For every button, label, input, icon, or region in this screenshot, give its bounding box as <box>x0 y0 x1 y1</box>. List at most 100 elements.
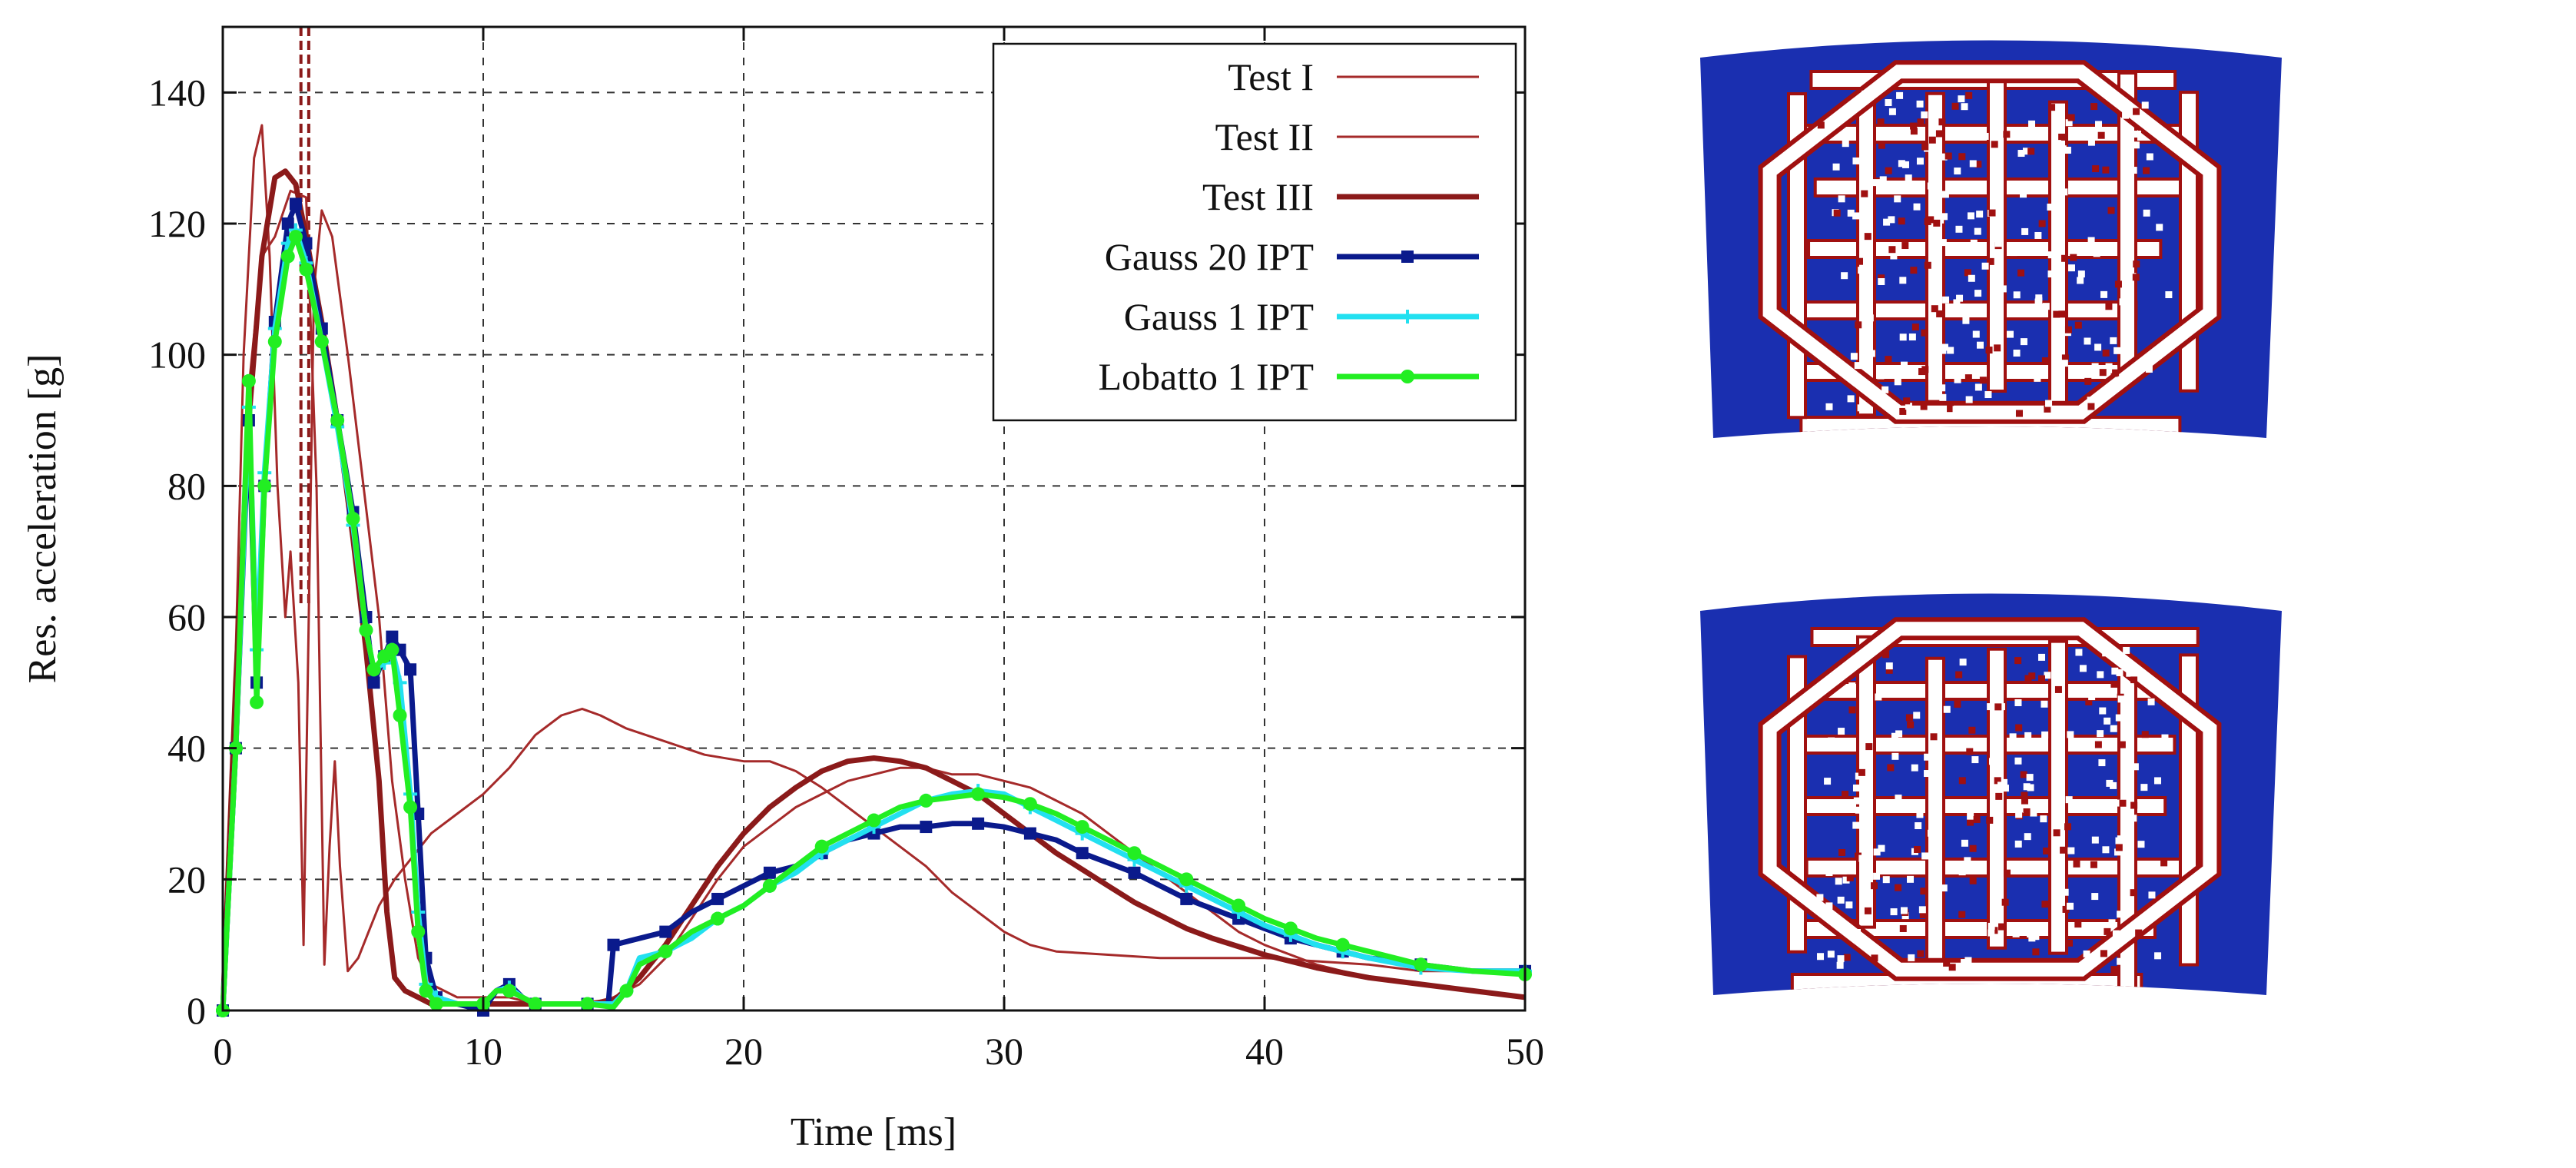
mesh-cell <box>2141 101 2149 109</box>
mesh-cell <box>1952 805 1960 813</box>
mesh-cell <box>1894 378 1901 386</box>
mesh-cell <box>1938 384 1946 392</box>
series-marker <box>411 924 426 939</box>
mesh-cell <box>2027 784 2034 791</box>
x-axis-label: Time [ms] <box>791 1110 956 1154</box>
mesh-cell <box>1938 118 1946 126</box>
legend-box <box>992 42 1517 422</box>
mesh-cell <box>1958 95 1965 103</box>
mesh-cell <box>2058 133 2066 141</box>
mesh-cell <box>2119 298 2127 306</box>
mesh-cell <box>2013 349 2021 357</box>
series-marker <box>403 800 418 815</box>
mesh-cell <box>1854 362 1862 370</box>
mesh-cell <box>1895 884 1902 891</box>
mesh-cell <box>1974 161 1982 168</box>
mesh-cell <box>2054 140 2061 148</box>
mesh-cell <box>1856 257 1864 265</box>
mesh-cell <box>2044 405 2051 413</box>
mesh-cell <box>2020 338 2027 346</box>
mesh-cell <box>1976 211 1984 218</box>
mesh-cell <box>2133 260 2140 268</box>
mesh-cell <box>1885 356 1892 363</box>
mesh-cell <box>1961 959 1968 967</box>
mesh-cell <box>1864 907 1871 914</box>
y-tick-label: 60 <box>167 596 206 639</box>
series-lobatto-1-ipt <box>216 230 1532 1017</box>
mesh-cell <box>2021 791 2028 799</box>
mesh-cell <box>1896 91 1904 99</box>
mesh-cell <box>2160 859 2168 867</box>
mesh-cell <box>2099 369 2107 377</box>
mesh-cell <box>2107 207 2115 214</box>
mesh-cell <box>2034 231 2042 239</box>
mesh-cell <box>2020 771 2027 778</box>
mesh-cell <box>2143 167 2150 174</box>
mesh-cell <box>1997 703 2005 711</box>
series-marker <box>972 817 985 830</box>
mesh-cell <box>1996 916 2004 924</box>
mesh-cell <box>2024 675 2032 682</box>
series-marker <box>711 911 725 926</box>
mesh-bar <box>1928 95 1942 400</box>
mesh-cell <box>1855 321 1862 329</box>
mesh-cell <box>1862 90 1869 98</box>
mesh-cell <box>1845 901 1853 909</box>
mesh-cell <box>1995 792 2003 800</box>
mesh-cell <box>2122 111 2130 119</box>
mesh-cell <box>1964 269 1971 277</box>
legend: Test I Test II Test III Gauss 20 IPT Gauss 1… <box>992 42 1517 422</box>
mesh-cell <box>2132 141 2140 149</box>
mesh-cell <box>1979 377 1987 384</box>
mesh-cell <box>2130 815 2137 822</box>
series-marker <box>867 813 881 828</box>
mesh-cell <box>1855 772 1862 780</box>
mesh-cell <box>1871 882 1878 890</box>
mesh-cell <box>1908 333 1916 341</box>
mesh-cell <box>2030 809 2037 817</box>
mesh-cell <box>2038 220 2046 227</box>
series-marker <box>1335 937 1350 952</box>
mesh-cell <box>2041 901 2049 908</box>
mesh-pattern-top <box>1758 60 2222 436</box>
mesh-cell <box>1888 246 1896 254</box>
mesh-bar <box>1792 304 2135 317</box>
series-marker <box>359 623 373 638</box>
mesh-cell <box>2065 796 2073 804</box>
mesh-cell <box>1838 728 1845 735</box>
mesh-cell <box>1997 781 2004 789</box>
y-tick-label: 0 <box>187 989 206 1032</box>
mesh-cell <box>2040 815 2047 823</box>
mesh-cell <box>1911 324 1919 331</box>
mesh-cell <box>2048 104 2056 111</box>
mesh-cell <box>1898 131 1905 138</box>
mesh-cell <box>2132 274 2140 281</box>
mesh-cell <box>1895 743 1903 751</box>
mesh-cell <box>2082 964 2090 971</box>
mesh-cell <box>2110 966 2118 974</box>
mesh-cell <box>1843 954 1851 961</box>
series-marker <box>281 217 294 230</box>
mesh-cell <box>1895 795 1902 802</box>
mesh-cell <box>1853 797 1861 805</box>
mesh-cell <box>2115 837 2123 844</box>
mesh-cell <box>2021 227 2029 235</box>
mesh-cell <box>1947 405 1954 413</box>
mesh-cell <box>2112 369 2120 377</box>
mesh-cell <box>2058 310 2066 318</box>
mesh-cell <box>1914 845 1921 853</box>
mesh-cell <box>2065 939 2073 947</box>
mesh-cell <box>1858 768 1865 776</box>
mesh-cell <box>2114 848 2122 856</box>
series-marker <box>267 334 282 349</box>
mesh-cell <box>1934 719 1941 727</box>
mesh-cell <box>1954 376 1961 383</box>
mesh-cell <box>2013 291 2021 299</box>
grid-lines <box>222 27 1526 1011</box>
mesh-cell <box>2090 103 2098 111</box>
series-marker <box>1179 872 1194 887</box>
mesh-cell <box>2019 191 2027 198</box>
mesh-cell <box>1878 274 1885 282</box>
mesh-cell <box>1956 294 1964 302</box>
